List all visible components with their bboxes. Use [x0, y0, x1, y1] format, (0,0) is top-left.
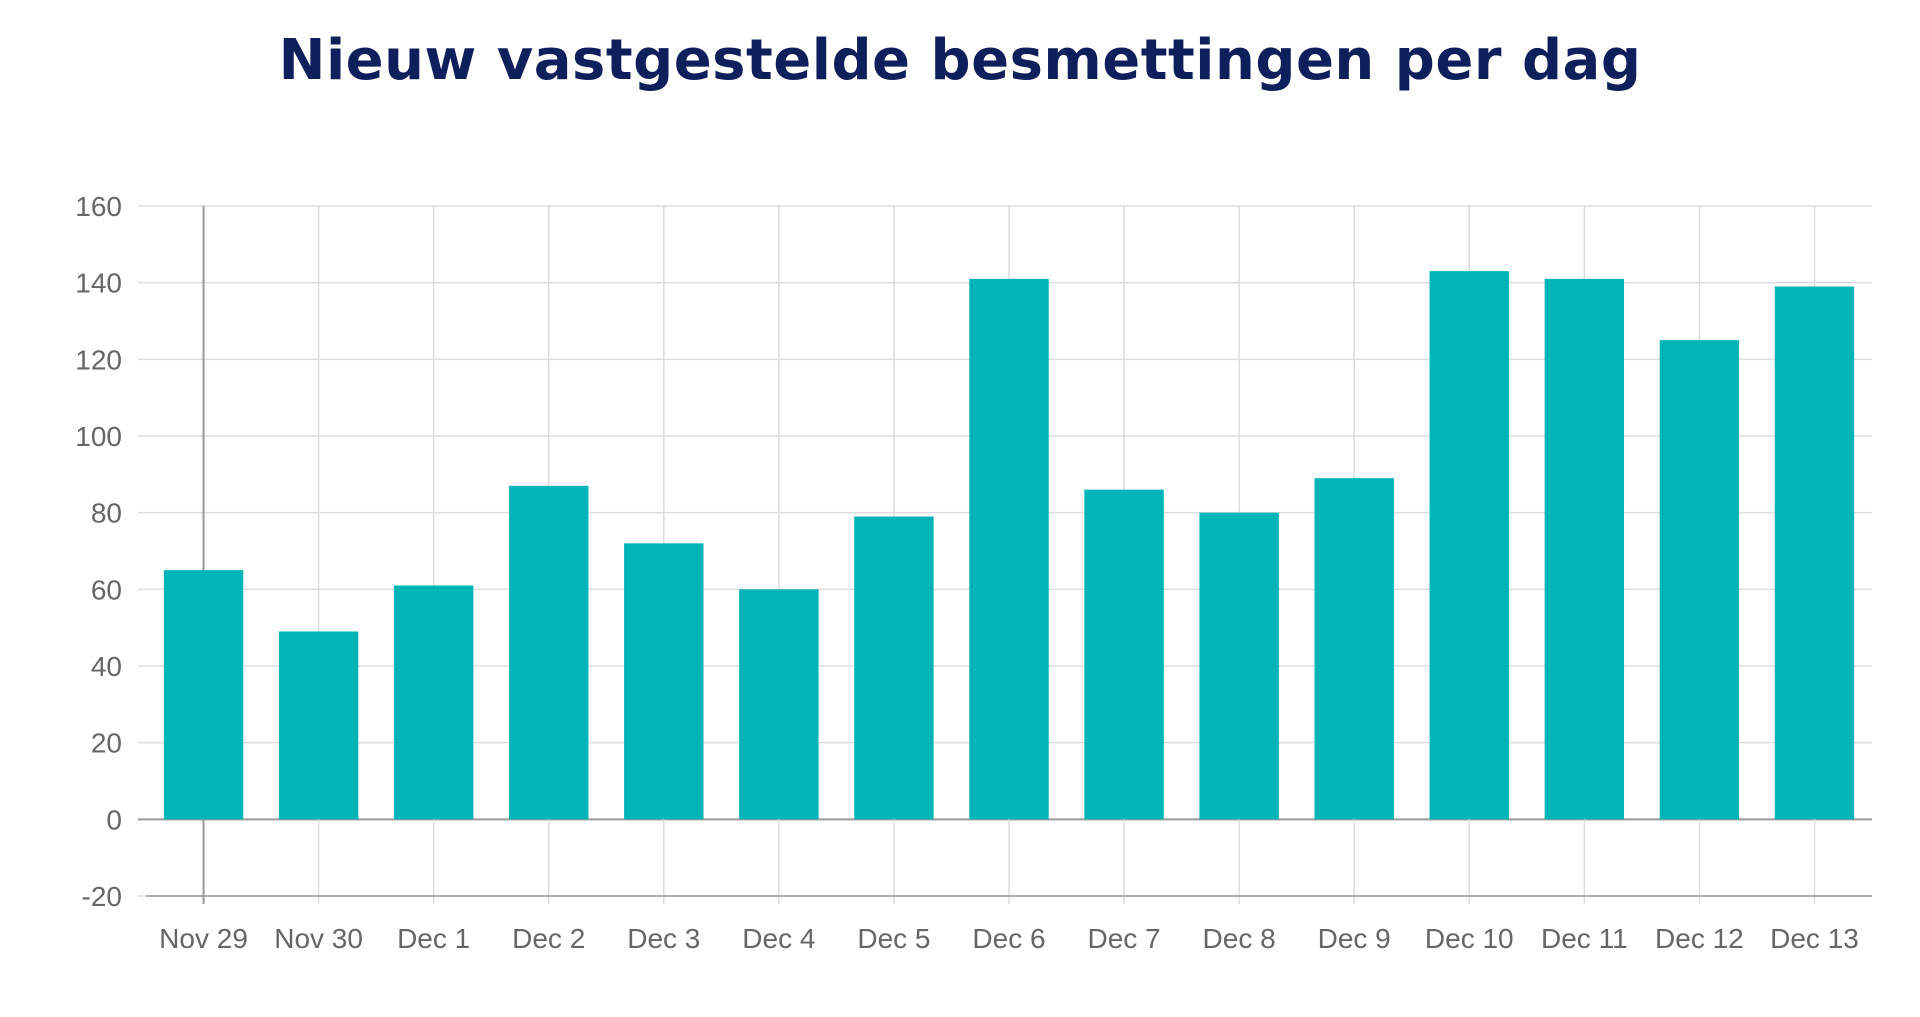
- bar: [393, 585, 474, 820]
- y-tick-label: -20: [82, 881, 122, 912]
- x-tick-label: Dec 8: [1203, 923, 1276, 954]
- x-tick-label: Dec 13: [1770, 923, 1859, 954]
- bar: [624, 543, 704, 820]
- tick-labels: -20 0 20 40 60 80 100 120 140 160 Nov 29 Nov 30 Dec …: [75, 191, 1859, 954]
- chart-title: Nieuw vastgestelde besmettingen per dag: [278, 28, 1642, 93]
- y-tick-label: 20: [91, 728, 122, 759]
- bar: [969, 278, 1049, 820]
- bar: [1084, 489, 1164, 820]
- bar: [739, 589, 819, 820]
- y-tick-label: 40: [91, 651, 122, 682]
- x-tick-label: Dec 2: [512, 923, 585, 954]
- bar: [854, 516, 934, 820]
- y-tick-label: 80: [91, 498, 122, 529]
- bar: [1314, 478, 1394, 820]
- x-tick-label: Dec 3: [627, 923, 700, 954]
- bar: [1429, 271, 1509, 820]
- bar: [1774, 286, 1855, 820]
- y-tick-label: 120: [75, 344, 122, 375]
- bar: [509, 485, 589, 820]
- x-tick-label: Nov 30: [274, 923, 363, 954]
- x-tick-label: Dec 1: [397, 923, 470, 954]
- x-tick-label: Dec 12: [1655, 923, 1744, 954]
- bar: [1199, 512, 1279, 820]
- y-tick-label: 100: [75, 421, 122, 452]
- y-tick-label: 160: [75, 191, 122, 222]
- x-tick-label: Nov 29: [159, 923, 248, 954]
- x-tick-label: Dec 5: [857, 923, 930, 954]
- x-tick-label: Dec 9: [1318, 923, 1391, 954]
- bars: [163, 271, 1855, 820]
- bar: [278, 631, 359, 820]
- x-tick-label: Dec 4: [742, 923, 815, 954]
- x-tick-label: Dec 7: [1087, 923, 1160, 954]
- bar: [1544, 278, 1625, 820]
- bar: [163, 570, 244, 820]
- y-tick-label: 0: [106, 804, 122, 835]
- x-tick-label: Dec 11: [1541, 923, 1628, 954]
- x-tick-label: Dec 10: [1425, 923, 1514, 954]
- y-tick-label: 60: [91, 574, 122, 605]
- bar: [1659, 340, 1740, 820]
- x-tick-label: Dec 6: [972, 923, 1045, 954]
- y-tick-label: 140: [75, 268, 122, 299]
